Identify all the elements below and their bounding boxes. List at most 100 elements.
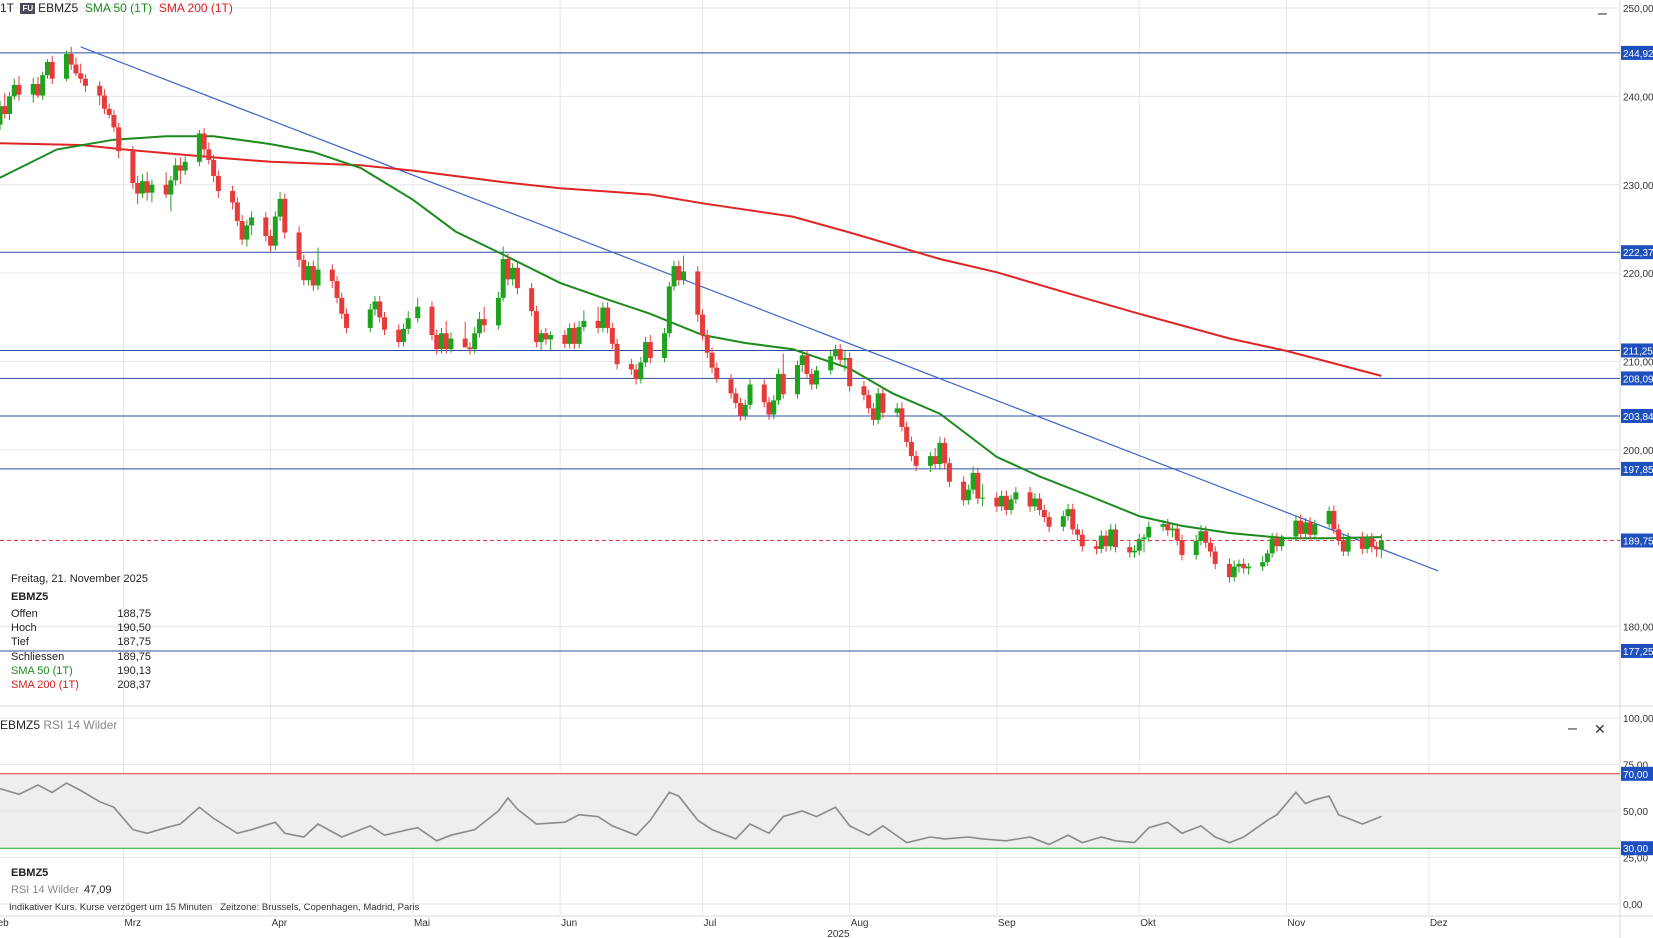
candle-body — [1174, 528, 1180, 541]
minimize-main-button[interactable]: ‒ — [1598, 5, 1607, 22]
candle-body — [344, 313, 350, 328]
candle-body — [429, 306, 435, 336]
candle-body — [861, 386, 867, 396]
candle-body — [761, 384, 767, 403]
candle-body — [35, 84, 41, 96]
candle-body — [367, 309, 373, 328]
candle-body — [662, 333, 668, 358]
candle-body — [1079, 534, 1085, 547]
rsi-tick-label: 0,00 — [1623, 900, 1643, 911]
candle-body — [1070, 509, 1076, 530]
candle-body — [135, 182, 141, 194]
info-row-close: Schliessen 189,75 — [11, 651, 151, 663]
candle-body — [1241, 563, 1247, 569]
candle-body — [130, 151, 136, 183]
candle-body — [149, 184, 155, 193]
year-label: 2025 — [827, 929, 850, 938]
candle-body — [605, 307, 611, 328]
info-row-open: Offen 188,75 — [11, 608, 151, 620]
rsi-lower-tag — [1621, 841, 1653, 856]
rsi-info-symbol: EBMZ5 — [11, 867, 49, 879]
candle-body — [1302, 522, 1308, 534]
rsi-symbol-label[interactable]: EBMZ5 — [0, 718, 41, 732]
candle-body — [263, 217, 269, 237]
candle-body — [177, 165, 183, 171]
candle-body — [766, 402, 772, 415]
candle-body — [809, 373, 815, 385]
candle-body — [6, 96, 12, 115]
candle-body — [980, 497, 986, 499]
price-tick-label: 240,00 — [1623, 92, 1653, 103]
candle-body — [1094, 546, 1100, 549]
candle-body — [1046, 517, 1052, 527]
candle-body — [1298, 520, 1304, 534]
candle-body — [268, 236, 274, 246]
sma200-legend[interactable]: SMA 200 (1T) — [158, 1, 233, 15]
month-tick-label: Jun — [561, 918, 577, 929]
candle-body — [315, 269, 321, 286]
candle-body — [747, 384, 753, 405]
candle-body — [101, 95, 107, 109]
candle-body — [614, 343, 620, 365]
symbol-label[interactable]: EBMZ5 — [38, 1, 79, 15]
month-tick-label: Feb — [0, 918, 9, 929]
close-rsi-button[interactable]: ✕ — [1594, 721, 1606, 737]
candle-body — [215, 175, 221, 191]
candle-body — [771, 400, 777, 415]
level-tag — [1621, 461, 1653, 476]
candle-body — [538, 333, 544, 343]
candle-body — [837, 349, 843, 360]
rsi-indicator-label[interactable]: RSI 14 Wilder — [43, 718, 118, 732]
candle-body — [1374, 547, 1380, 550]
candle-body — [1041, 510, 1047, 518]
candle-body — [628, 364, 634, 370]
candle-body — [1065, 509, 1071, 517]
candle-body — [709, 352, 715, 368]
candle-body — [434, 335, 440, 350]
candle-body — [1378, 540, 1384, 550]
candle-body — [1293, 520, 1299, 537]
info-row-high: Hoch 190,50 — [11, 622, 151, 634]
candle-body — [415, 306, 421, 319]
candle-body — [1307, 522, 1313, 535]
sma50-legend[interactable]: SMA 50 (1T) — [84, 1, 153, 15]
candle-body — [1037, 498, 1043, 511]
price-tick-label: 250,00 — [1623, 4, 1653, 15]
candle-body — [994, 497, 1000, 507]
candle-body — [111, 114, 117, 128]
month-tick-label: Apr — [272, 918, 288, 929]
candle-body — [201, 133, 207, 150]
level-tag-label: 177,25 — [1623, 647, 1653, 658]
price-tick-label: 220,00 — [1623, 269, 1653, 280]
candle-body — [1236, 563, 1242, 567]
candle-body — [1260, 562, 1266, 567]
candle-body — [1340, 540, 1346, 552]
minimize-rsi-button[interactable]: ‒ — [1568, 720, 1577, 737]
candle-body — [139, 181, 145, 194]
candle-body — [904, 426, 910, 442]
candle-body — [1098, 535, 1104, 549]
candle-body — [1264, 553, 1270, 563]
candle-body — [1359, 538, 1365, 549]
info-row-sma200: SMA 200 (1T) 208,37 — [11, 679, 151, 691]
candle-body — [562, 335, 568, 344]
rsi-legend: EBMZ5 RSI 14 Wilder — [0, 718, 117, 732]
candle-body — [1146, 526, 1152, 538]
candle-body — [581, 320, 587, 328]
candle-body — [329, 269, 335, 282]
month-tick-label: Jul — [704, 918, 717, 929]
rsi-upper-tag-label: 70,00 — [1623, 770, 1648, 781]
candle-body — [1060, 516, 1066, 527]
candle-body — [372, 301, 378, 310]
candle-body — [775, 373, 781, 401]
candle-body — [567, 327, 573, 344]
trendline — [80, 46, 1439, 572]
candle-body — [927, 456, 933, 466]
candle-body — [11, 84, 17, 97]
candle-body — [1127, 547, 1133, 553]
candle-body — [296, 232, 302, 260]
candle-body — [1279, 536, 1285, 547]
candle-body — [234, 202, 240, 221]
candle-body — [168, 180, 174, 195]
